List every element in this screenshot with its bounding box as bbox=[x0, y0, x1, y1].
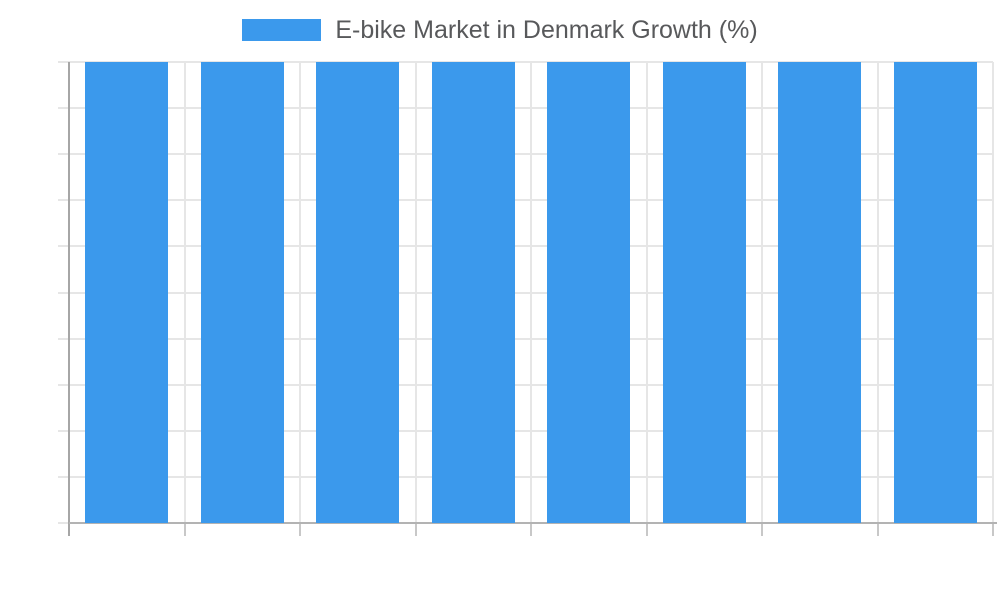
bar[interactable] bbox=[85, 62, 169, 523]
gridline-horizontal bbox=[58, 429, 993, 432]
x-axis-tick bbox=[645, 523, 648, 536]
x-axis-tick bbox=[761, 523, 763, 536]
gridline-horizontal bbox=[58, 291, 993, 294]
x-axis-line bbox=[69, 522, 997, 524]
y-tick-label bbox=[0, 508, 57, 538]
legend[interactable]: E-bike Market in Denmark Growth (%) bbox=[0, 16, 1000, 44]
y-tick-label bbox=[0, 370, 57, 400]
x-axis-tick bbox=[183, 523, 186, 536]
legend-swatch bbox=[242, 19, 322, 41]
y-axis-line bbox=[68, 62, 70, 525]
x-axis-tick bbox=[68, 523, 70, 536]
gridline-vertical bbox=[414, 62, 417, 523]
gridline-vertical bbox=[299, 62, 301, 523]
bar[interactable] bbox=[893, 62, 977, 523]
gridline-horizontal bbox=[58, 107, 993, 110]
legend-label: E-bike Market in Denmark Growth (%) bbox=[335, 16, 758, 44]
y-tick-label bbox=[0, 185, 57, 215]
x-axis-tick bbox=[530, 523, 532, 536]
y-tick-label bbox=[0, 416, 57, 446]
x-axis-tick bbox=[876, 523, 879, 536]
gridline-horizontal bbox=[58, 153, 993, 156]
bar[interactable] bbox=[547, 62, 631, 523]
bar[interactable] bbox=[200, 62, 284, 523]
bar[interactable] bbox=[316, 62, 400, 523]
bar[interactable] bbox=[431, 62, 515, 523]
y-tick-label bbox=[0, 462, 57, 492]
gridline-vertical bbox=[761, 62, 763, 523]
gridline-vertical bbox=[530, 62, 532, 523]
x-axis-tick bbox=[414, 523, 417, 536]
gridline-horizontal bbox=[58, 475, 993, 478]
y-tick-label bbox=[0, 324, 57, 354]
y-tick-label bbox=[0, 93, 57, 123]
gridline-vertical bbox=[876, 62, 879, 523]
bar[interactable] bbox=[662, 62, 746, 523]
gridline-horizontal bbox=[58, 383, 993, 386]
gridline-horizontal bbox=[58, 245, 993, 248]
y-tick-label bbox=[0, 278, 57, 308]
gridline-horizontal bbox=[58, 199, 993, 202]
bar[interactable] bbox=[778, 62, 862, 523]
y-tick-label bbox=[0, 47, 57, 77]
gridline-vertical bbox=[645, 62, 648, 523]
x-axis-tick bbox=[992, 523, 994, 536]
gridline-vertical bbox=[992, 62, 994, 523]
gridline-horizontal bbox=[58, 61, 993, 63]
y-tick-label bbox=[0, 231, 57, 261]
gridline-horizontal bbox=[58, 337, 993, 340]
y-tick-label bbox=[0, 139, 57, 169]
x-axis-tick bbox=[299, 523, 301, 536]
gridline-vertical bbox=[183, 62, 186, 523]
